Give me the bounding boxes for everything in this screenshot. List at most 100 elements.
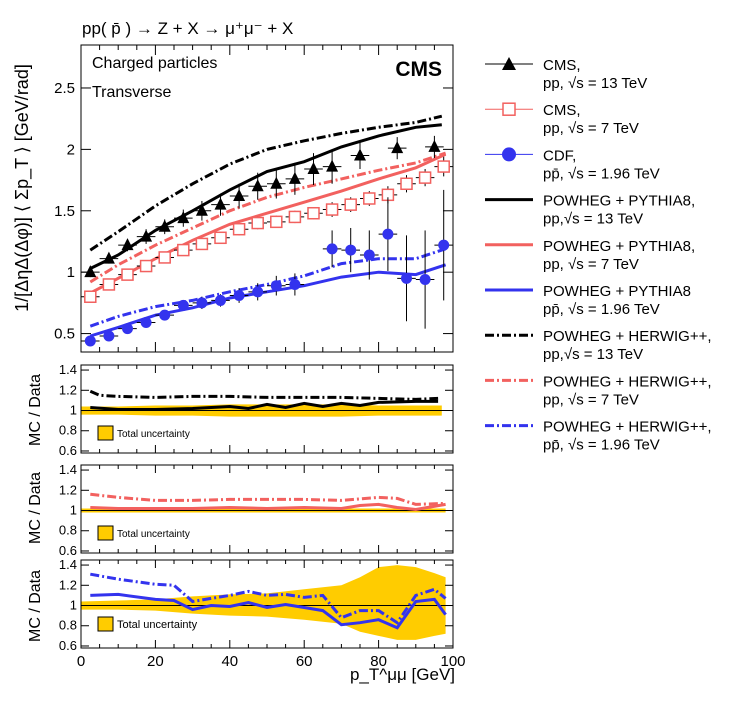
ratio1-line-1 <box>89 389 439 401</box>
ratio3-uncertainty-band <box>81 565 446 640</box>
ratio-ytick-label: 0.8 <box>59 618 77 633</box>
legend-label-line1: CMS, <box>543 57 581 74</box>
xtick-label: 0 <box>77 653 85 670</box>
legend-label-line2: pp̄, √s = 1.96 TeV <box>543 437 660 454</box>
legend-label-line1: POWHEG + PYTHIA8, <box>543 238 695 255</box>
ratio-ytick-label: 1.4 <box>59 557 77 572</box>
square-marker <box>121 268 134 281</box>
circle-marker <box>215 294 226 306</box>
triangle-marker <box>158 219 171 232</box>
square-marker <box>251 216 264 230</box>
square-marker <box>195 237 209 251</box>
ratio-ytick-label: 0.6 <box>59 543 77 558</box>
square-marker <box>232 222 246 236</box>
circle-marker <box>159 309 171 321</box>
triangle-marker <box>251 179 264 192</box>
legend-circle-marker <box>502 147 516 162</box>
ratio3-line-0 <box>90 592 447 630</box>
data-series-2 <box>81 189 453 347</box>
ratio2-ylabel: MC / Data <box>27 472 44 544</box>
triangle-marker <box>391 141 404 154</box>
legend-entry-1: CMS,pp, √s = 13 TeV <box>485 57 647 92</box>
ratio-ytick-label: 1 <box>70 503 77 518</box>
main-ytick-label: 0.5 <box>54 326 75 343</box>
legend-label-line2: pp, √s = 7 TeV <box>543 256 639 273</box>
square-marker <box>139 259 153 273</box>
square-marker <box>400 177 413 191</box>
ratio3-ylabel: MC / Data <box>27 570 44 642</box>
legend-label-line2: pp̄, √s = 1.96 TeV <box>543 301 660 318</box>
circle-marker <box>270 280 282 292</box>
ratio2-line-0 <box>90 502 446 512</box>
ratio1-band-swatch <box>97 425 114 441</box>
xlabel: p_T^μμ [GeV] <box>350 665 455 684</box>
ratio2-band-swatch <box>97 525 114 541</box>
ratio-ytick-label: 1.4 <box>59 362 77 377</box>
circle-marker <box>345 244 357 256</box>
legend-label-line1: POWHEG + HERWIG++, <box>543 373 712 390</box>
square-marker <box>418 171 432 184</box>
square-marker <box>307 206 320 220</box>
square-marker <box>270 215 283 229</box>
circle-marker <box>363 249 375 261</box>
triangle-marker <box>177 211 190 224</box>
legend-label-line1: POWHEG + PYTHIA8 <box>543 283 691 300</box>
ratio-ytick-label: 1.2 <box>59 382 77 397</box>
triangle-marker <box>354 148 366 161</box>
legend-square-marker <box>502 102 516 116</box>
ratio1-band-label: Total uncertainty <box>117 429 190 440</box>
data-series-1 <box>81 156 453 303</box>
ratio-ytick-label: 0.6 <box>59 638 77 653</box>
triangle-marker <box>84 265 97 278</box>
mc-line-3 <box>89 114 443 252</box>
circle-marker <box>438 239 450 251</box>
data-series-0 <box>81 135 444 278</box>
circle-marker <box>196 297 208 309</box>
legend-label-line2: pp, √s = 7 TeV <box>543 391 639 408</box>
ratio-ytick-label: 1.2 <box>59 577 77 592</box>
square-marker <box>84 290 97 303</box>
legend-label-line2: pp,√s = 13 TeV <box>543 346 643 363</box>
ratio-ytick-label: 0.8 <box>59 523 77 538</box>
square-marker <box>177 243 190 257</box>
legend-label-line1: CMS, <box>543 102 581 119</box>
triangle-marker <box>428 139 441 152</box>
legend-triangle-marker <box>502 57 516 70</box>
ratio3-band-swatch <box>97 616 114 632</box>
cms-label: CMS <box>395 58 442 81</box>
legend-entry-4: POWHEG + PYTHIA8,pp,√s = 13 TeV <box>485 193 695 228</box>
legend-entry-2: CMS,pp, √s = 7 TeV <box>485 102 639 137</box>
circle-marker <box>252 286 264 298</box>
triangle-marker <box>326 159 339 172</box>
triangle-marker <box>270 176 283 189</box>
main-ytick-label: 2 <box>67 141 75 158</box>
square-marker <box>344 198 357 211</box>
triangle-marker <box>233 189 246 202</box>
mc-line-4 <box>89 151 447 284</box>
annotation-transverse: Transverse <box>92 84 172 101</box>
square-marker <box>158 251 171 264</box>
figure-title: pp( p̄ ) → Z + X → μ⁺μ⁻ + X <box>82 19 293 38</box>
ratio-ytick-label: 1 <box>70 598 77 613</box>
legend-label-line2: pp,√s = 13 TeV <box>543 211 643 228</box>
annotation-charged-particles: Charged particles <box>92 55 217 72</box>
legend-label-line1: POWHEG + HERWIG++, <box>543 328 712 345</box>
ratio-ytick-label: 0.8 <box>59 423 77 438</box>
legend-label-line1: POWHEG + PYTHIA8, <box>543 193 695 210</box>
xtick-label: 80 <box>370 653 387 670</box>
main-ytick-label: 2.5 <box>54 80 75 97</box>
triangle-marker <box>195 203 208 216</box>
legend-label-line2: pp, √s = 13 TeV <box>543 75 647 92</box>
square-marker <box>437 160 450 173</box>
circle-marker <box>103 330 115 342</box>
circle-marker <box>177 299 189 311</box>
square-marker <box>102 278 116 291</box>
ratio-ytick-label: 1.4 <box>59 462 77 477</box>
main-ytick-label: 1 <box>67 264 75 281</box>
legend-label-line2: pp̄, √s = 1.96 TeV <box>543 165 660 182</box>
square-marker <box>288 210 302 224</box>
square-marker <box>214 231 227 245</box>
triangle-marker <box>102 251 115 264</box>
